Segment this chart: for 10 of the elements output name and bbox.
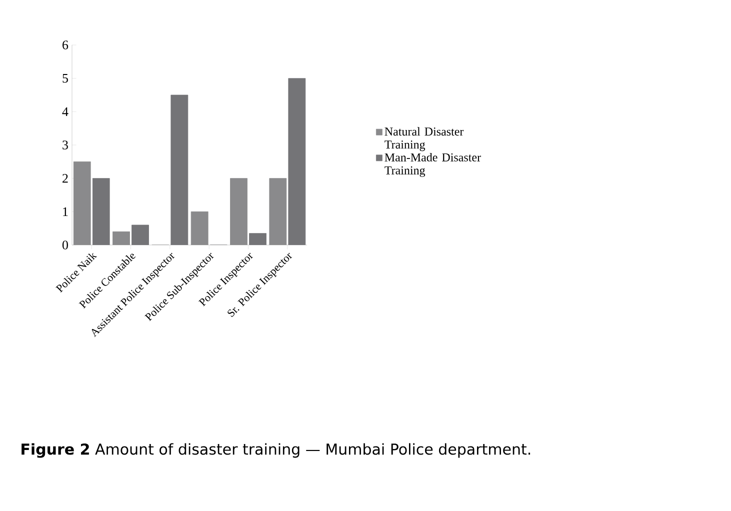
y-tick-label: 2	[62, 174, 68, 183]
legend-label: Man-Made Disaster Training	[384, 152, 481, 177]
y-tick-label: 0	[62, 240, 68, 250]
y-tick-label: 5	[62, 74, 68, 83]
y-tick-label: 6	[62, 40, 68, 50]
y-tick-label: 3	[62, 140, 68, 150]
legend-label: Natural Disaster Training	[384, 127, 464, 152]
y-tick-label: 4	[62, 107, 68, 116]
y-tick-label: 1	[63, 207, 68, 216]
text: Figure 2 Amount of disaster training — Mumbai Police department.	[22, 443, 530, 458]
